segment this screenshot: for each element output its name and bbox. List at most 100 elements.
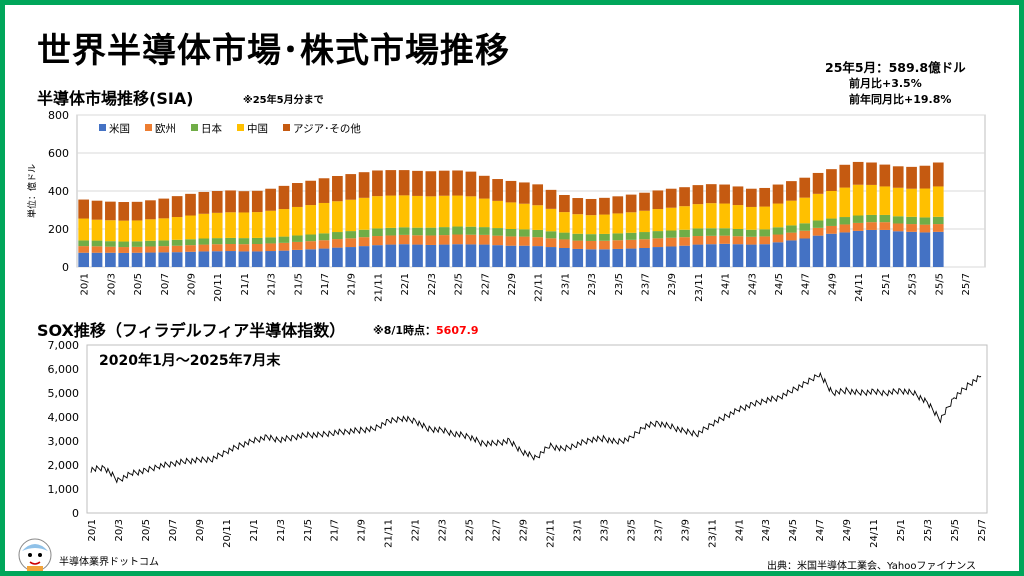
- x-tick-label: 24/7: [815, 519, 826, 541]
- x-tick-label: 22/5: [454, 273, 465, 295]
- bar-segment: [452, 195, 463, 227]
- x-tick-label: 23/3: [599, 519, 610, 541]
- bar-segment: [305, 241, 317, 250]
- bar-segment: [251, 251, 263, 267]
- bar-segment: [238, 191, 250, 213]
- bar-segment: [532, 184, 544, 206]
- x-tick-label: 21/5: [303, 519, 314, 541]
- x-tick-label: 23/9: [667, 273, 678, 295]
- y-tick-label: 4,000: [48, 411, 80, 424]
- x-tick-label: 25/3: [923, 519, 934, 541]
- x-tick-label: 23/1: [572, 519, 583, 541]
- bar-segment: [786, 225, 797, 233]
- bar-segment: [332, 201, 343, 233]
- bar-segment: [478, 234, 490, 245]
- x-tick-label: 23/11: [707, 519, 718, 548]
- y-axis-label: 単位：億ドル: [26, 164, 38, 218]
- bar-segment: [906, 216, 917, 225]
- bar-segment: [772, 203, 784, 228]
- x-tick-label: 22/11: [534, 273, 545, 302]
- bar-segment: [892, 216, 904, 224]
- bar-segment: [866, 214, 877, 223]
- bar-segment: [892, 231, 904, 267]
- bar-segment: [812, 227, 824, 236]
- bar-segment: [358, 246, 370, 267]
- bar-segment: [345, 199, 357, 232]
- bar-segment: [585, 240, 597, 250]
- bar-segment: [906, 188, 917, 217]
- sia-section-title: 半導体市場推移(SIA): [37, 89, 194, 108]
- bar-segment: [545, 208, 557, 232]
- bar-segment: [518, 236, 530, 246]
- x-tick-label: 22/1: [411, 519, 422, 541]
- bar-segment: [772, 234, 784, 243]
- bar-segment: [505, 202, 517, 229]
- legend-swatch: [283, 124, 290, 131]
- bar-segment: [932, 162, 944, 187]
- bar-segment: [465, 196, 477, 227]
- x-tick-label: 22/3: [438, 519, 449, 541]
- bar-segment: [185, 245, 196, 252]
- bar-segment: [131, 246, 143, 253]
- bar-segment: [532, 246, 544, 267]
- bar-segment: [251, 212, 263, 238]
- bar-segment: [438, 235, 450, 245]
- source-credit: 出典：米国半導体工業会、Yahooファイナンス: [767, 561, 977, 572]
- bar-segment: [679, 237, 690, 246]
- bar-segment: [812, 235, 824, 267]
- bar-segment: [372, 196, 383, 229]
- bar-segment: [265, 237, 276, 244]
- bar-segment: [705, 235, 717, 245]
- bar-segment: [866, 162, 877, 185]
- bar-segment: [185, 251, 196, 267]
- bar-segment: [759, 236, 771, 245]
- plot-area: [86, 344, 988, 514]
- bar-segment: [599, 233, 610, 241]
- y-tick-label: 7,000: [48, 339, 80, 352]
- bar-segment: [198, 191, 210, 214]
- bar-segment: [372, 236, 383, 246]
- bar-segment: [131, 201, 143, 221]
- bar-segment: [385, 227, 397, 236]
- year-over-year-change: 前年同月比+19.8%: [849, 93, 952, 106]
- bar-segment: [932, 231, 944, 267]
- bar-segment: [705, 203, 717, 229]
- bar-segment: [251, 237, 263, 245]
- bar-segment: [759, 206, 771, 230]
- bar-segment: [291, 241, 303, 250]
- bar-segment: [131, 252, 143, 267]
- x-tick-label: 20/3: [114, 519, 125, 541]
- mascot-logo: [17, 537, 53, 571]
- bar-segment: [545, 238, 557, 248]
- bar-segment: [185, 215, 196, 240]
- bar-segment: [692, 236, 704, 245]
- sox-note-prefix: ※8/1時点：: [373, 324, 437, 337]
- bar-segment: [452, 244, 463, 267]
- bar-segment: [265, 251, 276, 267]
- bar-segment: [478, 227, 490, 235]
- bar-segment: [198, 251, 210, 267]
- bar-segment: [932, 186, 944, 217]
- legend-label: アジア･その他: [293, 122, 361, 135]
- bar-segment: [91, 246, 103, 253]
- bar-segment: [91, 219, 103, 241]
- bar-segment: [732, 205, 744, 229]
- x-tick-label: 22/7: [492, 519, 503, 541]
- bar-segment: [425, 244, 437, 267]
- brand-name: 半導体業界ドットコム: [59, 557, 159, 568]
- latest-market-value: 25年5月：589.8億ドル: [825, 60, 966, 75]
- x-tick-label: 20/5: [141, 519, 152, 541]
- bar-segment: [759, 187, 771, 207]
- bar-segment: [425, 171, 437, 197]
- bar-segment: [345, 231, 357, 239]
- x-tick-label: 25/3: [908, 273, 919, 295]
- x-tick-label: 23/5: [626, 519, 637, 541]
- x-tick-label: 21/9: [347, 273, 358, 295]
- bar-segment: [612, 196, 624, 214]
- bar-segment: [745, 236, 757, 245]
- bar-segment: [452, 226, 463, 235]
- bar-segment: [198, 238, 210, 245]
- bar-segment: [892, 166, 904, 188]
- bar-segment: [719, 228, 730, 236]
- x-tick-label: 22/1: [400, 273, 411, 295]
